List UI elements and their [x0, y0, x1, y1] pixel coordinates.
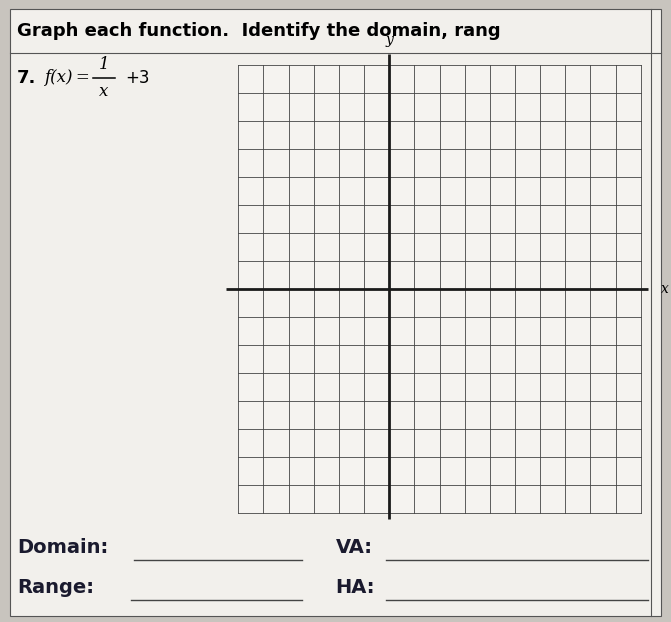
Text: Domain:: Domain:	[17, 538, 108, 557]
Text: HA:: HA:	[336, 578, 375, 597]
Text: Range:: Range:	[17, 578, 94, 597]
Text: 1: 1	[99, 55, 109, 73]
Text: VA:: VA:	[336, 538, 372, 557]
Text: f(x) =: f(x) =	[44, 69, 89, 86]
Text: Graph each function.  Identify the domain, rang: Graph each function. Identify the domain…	[17, 22, 501, 40]
Text: y: y	[385, 32, 393, 47]
Text: 7.: 7.	[17, 69, 36, 86]
Text: +3: +3	[125, 69, 150, 86]
Text: x: x	[661, 282, 669, 296]
Text: x: x	[99, 83, 109, 100]
